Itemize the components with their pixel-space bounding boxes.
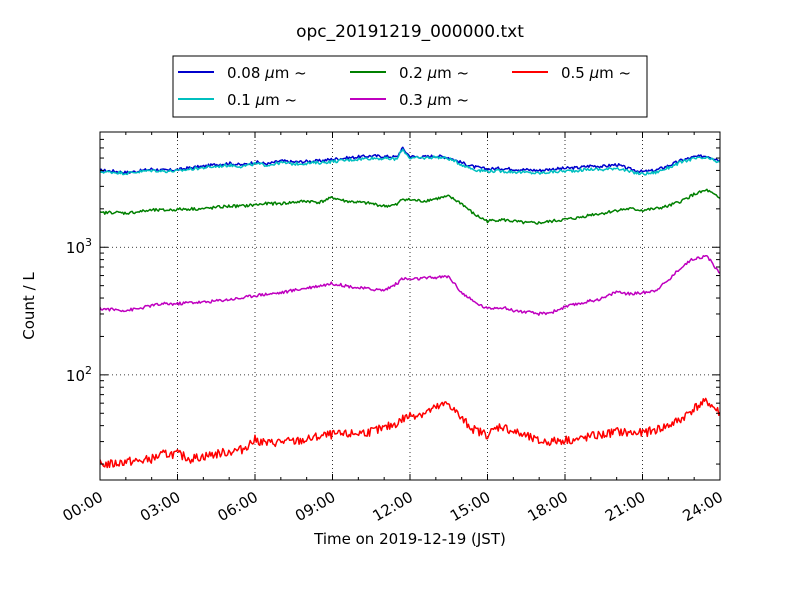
legend-box	[172, 55, 648, 118]
legend-entry: 0.5 μm ~	[512, 64, 631, 82]
x-axis-label: Time on 2019-12-19 (JST)	[313, 530, 506, 548]
axis-ticks	[99, 131, 721, 480]
legend-label: 0.1 μm ~	[227, 91, 297, 109]
grid-lines	[100, 132, 720, 480]
legend-label: 0.08 μm ~	[227, 64, 307, 82]
legend-entry: 0.2 μm ~	[350, 64, 469, 82]
series-line-0-3um	[100, 254, 720, 316]
y-axis-label: Count / L	[20, 272, 38, 340]
legend-entry: 0.08 μm ~	[178, 64, 307, 82]
series-line-0-2um	[100, 188, 720, 225]
legend-entry: 0.1 μm ~	[178, 91, 297, 109]
y-tick-label: 103	[66, 236, 92, 257]
y-tick-labels: 102 103	[66, 236, 92, 385]
chart-title: opc_20191219_000000.txt	[296, 22, 524, 42]
legend-label: 0.2 μm ~	[399, 64, 469, 82]
series-line-0-1um	[100, 148, 720, 176]
series-lines	[100, 146, 720, 469]
plot-area	[99, 131, 721, 481]
legend: 0.08 μm ~ 0.1 μm ~ 0.2 μm ~ 0.3 μm ~ 0.5 μm …	[172, 55, 648, 118]
series-line-0-5um	[100, 397, 720, 469]
y-tick-label: 102	[66, 364, 92, 385]
legend-label: 0.3 μm ~	[399, 91, 469, 109]
legend-entry: 0.3 μm ~	[350, 91, 469, 109]
legend-label: 0.5 μm ~	[561, 64, 631, 82]
